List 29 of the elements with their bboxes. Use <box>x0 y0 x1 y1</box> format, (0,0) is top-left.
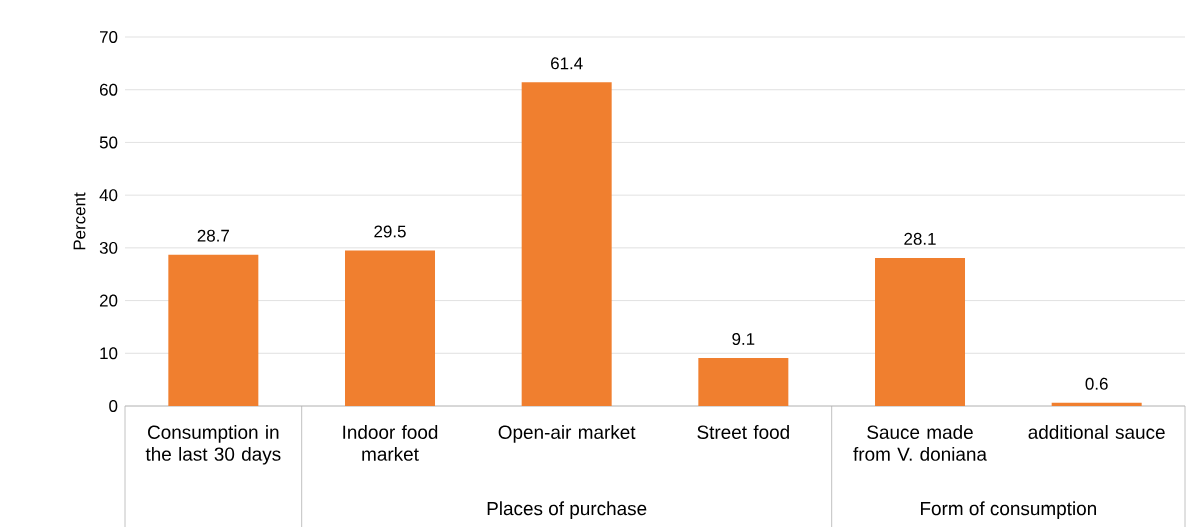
bar <box>1051 402 1142 406</box>
y-tick-label: 0 <box>109 400 118 412</box>
y-tick-label: 30 <box>99 241 118 254</box>
y-tick-label: 10 <box>100 347 118 360</box>
bar <box>168 254 259 406</box>
data-label: 9.1 <box>732 333 755 345</box>
data-label: 61.4 <box>551 57 583 70</box>
data-label: 0.6 <box>1085 377 1108 390</box>
y-axis-title: Percent <box>73 192 86 250</box>
x-tick-label: Consumption in the last 30 days <box>145 425 281 465</box>
x-tick-label: additional sauce <box>1028 425 1165 439</box>
data-label: 28.7 <box>197 229 229 242</box>
x-tick-label: Street food <box>697 425 789 439</box>
bar <box>345 250 436 406</box>
data-label: 28.1 <box>904 232 936 245</box>
bar <box>698 358 789 406</box>
bar <box>521 82 612 406</box>
data-label: 29.5 <box>374 225 406 238</box>
x-tick-label: Indoor food market <box>343 425 438 461</box>
x-tick-label: Open-air market <box>498 425 636 443</box>
y-tick-label: 70 <box>100 31 118 43</box>
y-tick-label: 50 <box>99 136 118 149</box>
x-tick-label: Sauce made from V. doniana <box>853 425 987 461</box>
y-tick-label: 60 <box>100 83 118 96</box>
text: Form of consumption <box>921 501 1096 519</box>
y-tick-label: 20 <box>99 294 118 307</box>
y-tick-label: 40 <box>99 189 118 202</box>
text: Places of purchase <box>487 501 647 519</box>
bar <box>875 257 966 406</box>
